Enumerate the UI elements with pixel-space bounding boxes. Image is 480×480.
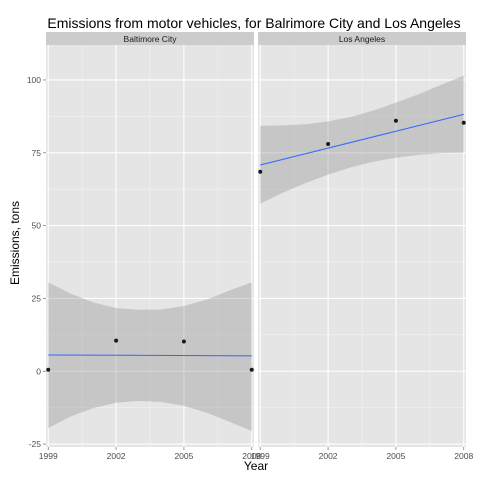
data-point <box>181 339 186 344</box>
confidence-band <box>48 282 252 431</box>
data-point <box>393 118 398 123</box>
data-point <box>258 169 263 174</box>
x-tick-label: 1999 <box>39 451 58 461</box>
y-tick-label: 100 <box>27 75 41 85</box>
data-point <box>326 142 331 147</box>
y-tick-label: -25 <box>29 439 42 449</box>
fit-line <box>260 113 464 166</box>
facet-strip-label: Los Angeles <box>339 34 385 44</box>
data-point <box>461 120 466 125</box>
y-axis: -25 0 25 50 75 100 <box>27 75 46 449</box>
x-tick-label: 2008 <box>454 451 473 461</box>
facet-strip-label: Baltimore City <box>124 34 178 44</box>
facet-strip <box>258 32 466 45</box>
x-tick-label: 2008 <box>242 451 261 461</box>
y-axis-title: Emissions, tons <box>8 201 22 285</box>
data-point <box>249 367 254 372</box>
x-tick-label: 2005 <box>386 451 405 461</box>
chart-title: Emissions from motor vehicles, for Balri… <box>47 15 460 31</box>
x-tick-label: 2002 <box>319 451 338 461</box>
facet-strip <box>46 32 254 45</box>
facet-panel: Los Angeles 1999 2002 2005 2008 <box>251 32 473 461</box>
data-point <box>46 367 51 372</box>
facet-panel: Baltimore City 1999 2002 2005 2008 <box>39 32 261 461</box>
fit-line <box>48 354 252 357</box>
data-point <box>114 338 119 343</box>
y-tick-label: 75 <box>32 148 42 158</box>
y-tick-label: 0 <box>36 366 41 376</box>
x-tick-label: 2005 <box>174 451 193 461</box>
y-tick-label: 50 <box>32 221 42 231</box>
x-tick-label: 2002 <box>107 451 126 461</box>
x-axis-title: Year <box>244 459 268 473</box>
y-tick-label: 25 <box>32 293 42 303</box>
x-tick-label: 1999 <box>251 451 270 461</box>
